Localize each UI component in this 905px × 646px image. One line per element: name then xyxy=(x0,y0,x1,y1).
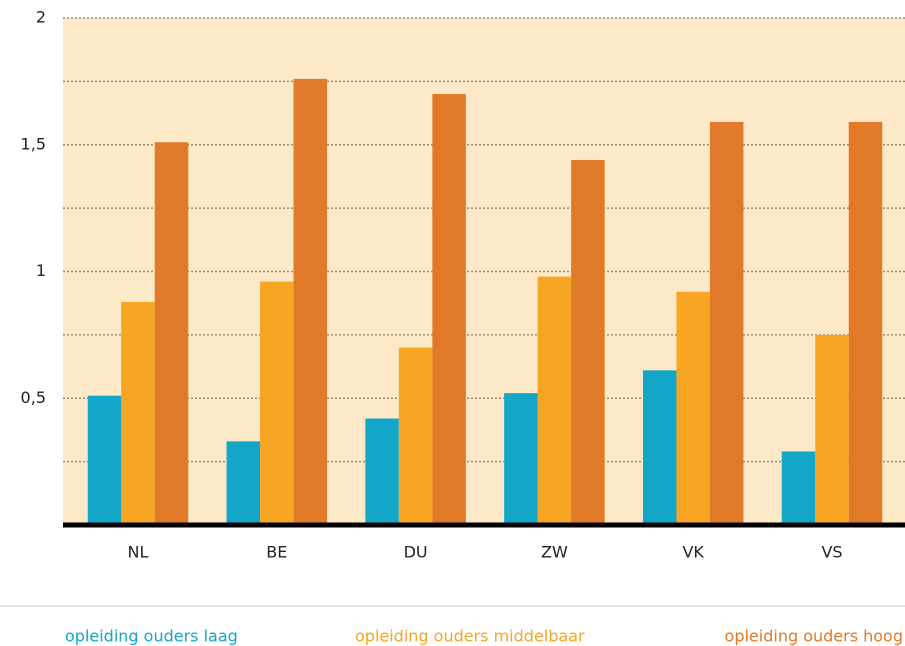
x-tick-label: DU xyxy=(404,543,428,562)
bar xyxy=(709,121,744,525)
x-tick-label: VK xyxy=(682,543,704,562)
x-tick-label: ZW xyxy=(541,543,568,562)
bar xyxy=(432,94,466,526)
legend-label: opleiding ouders middelbaar xyxy=(355,627,585,646)
bar xyxy=(121,301,155,525)
y-tick-label: 2 xyxy=(36,8,46,27)
y-tick-label: 0,5 xyxy=(21,388,46,407)
bar xyxy=(571,159,605,525)
bar xyxy=(365,418,399,525)
bar xyxy=(504,393,538,525)
y-tick-label: 1,5 xyxy=(21,134,46,153)
bar xyxy=(781,451,816,525)
x-tick-label: NL xyxy=(128,543,149,562)
bar xyxy=(676,291,710,525)
bar xyxy=(642,370,677,525)
x-tick-label: BE xyxy=(266,543,287,562)
bar xyxy=(226,441,261,525)
legend-label: opleiding ouders hoog xyxy=(725,627,903,646)
bar xyxy=(398,347,433,525)
y-tick-label: 1 xyxy=(36,261,46,280)
bar xyxy=(87,395,122,525)
x-tick-label: VS xyxy=(821,543,842,562)
bar xyxy=(154,142,189,525)
bar xyxy=(848,121,883,525)
legend-label: opleiding ouders laag xyxy=(65,627,238,646)
bar xyxy=(293,78,328,525)
bar xyxy=(815,334,849,525)
bar xyxy=(537,276,572,525)
bar xyxy=(260,281,294,525)
